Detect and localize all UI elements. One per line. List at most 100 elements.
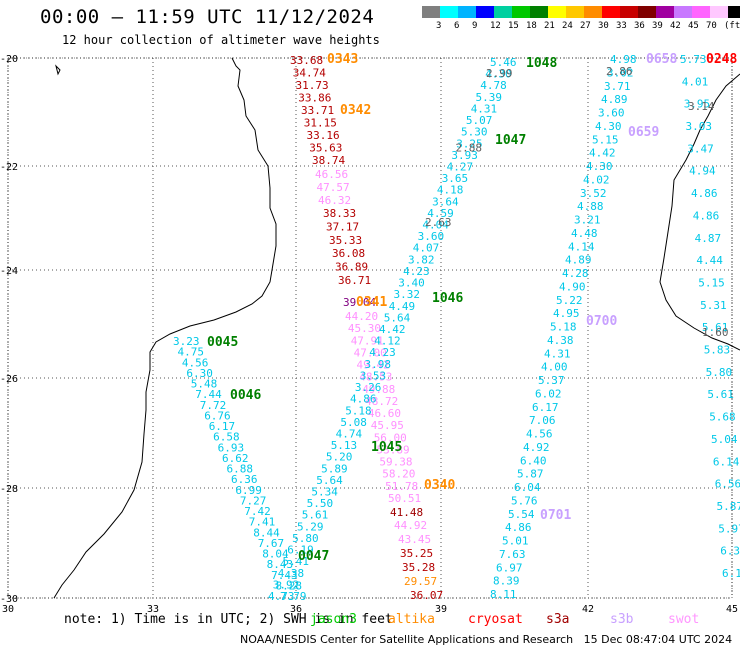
wave-height-value: 4.78 bbox=[480, 79, 507, 92]
wave-height-value: 35.28 bbox=[402, 561, 435, 574]
wave-height-value: 4.89 bbox=[565, 254, 592, 267]
wave-height-value: 1.60 bbox=[702, 326, 729, 339]
pass-id-1046: 1046 bbox=[432, 291, 463, 306]
wave-height-value: 5.01 bbox=[502, 535, 529, 548]
wave-height-value: 2.86 bbox=[606, 65, 633, 78]
pass-id-1045: 1045 bbox=[371, 440, 402, 455]
legend-swatch bbox=[458, 6, 476, 18]
wave-height-value: 5.31 bbox=[700, 299, 727, 312]
pass-id-0700: 0700 bbox=[586, 314, 617, 329]
wave-height-value: 5.73 bbox=[680, 53, 707, 66]
longitude-label: 36 bbox=[290, 604, 302, 615]
wave-height-value: 5.04 bbox=[711, 433, 738, 446]
legend-swatch bbox=[584, 6, 602, 18]
wave-height-value: 3.32 bbox=[394, 288, 421, 301]
wave-height-value: 8.44 bbox=[253, 526, 280, 539]
legend-tick-label: 36 bbox=[634, 21, 645, 31]
wave-height-value: 34.74 bbox=[293, 67, 326, 80]
wave-height-value: 43.45 bbox=[398, 533, 431, 546]
legend-tick-label: 15 bbox=[508, 21, 519, 31]
legend-tick-label: 33 bbox=[616, 21, 627, 31]
wave-height-value: 4.86 bbox=[691, 187, 718, 200]
pass-id-0248: 0248 bbox=[706, 52, 737, 67]
latitude-label: -30 bbox=[0, 594, 18, 605]
figure-title: 00:00 – 11:59 UTC 11/12/2024 bbox=[40, 6, 375, 28]
pass-id-0343: 0343 bbox=[327, 52, 358, 67]
wave-height-value: 4.28 bbox=[562, 267, 589, 280]
latitude-label: -28 bbox=[0, 484, 18, 495]
wave-height-value: 3.47 bbox=[687, 142, 714, 155]
wave-height-value: 33.71 bbox=[301, 104, 334, 117]
wave-height-value: 48.72 bbox=[365, 395, 398, 408]
wave-height-value: 6.88 bbox=[227, 463, 254, 476]
pass-id-1047: 1047 bbox=[495, 133, 526, 148]
longitude-label: 39 bbox=[435, 604, 447, 615]
wave-height-value: 6.97 bbox=[496, 561, 523, 574]
wave-height-value: 6.36 bbox=[231, 473, 258, 486]
wave-height-value: 4.90 bbox=[559, 280, 586, 293]
wave-height-value: 39.04 bbox=[343, 296, 376, 309]
wave-height-value: 47.91 bbox=[351, 334, 384, 347]
wave-height-value: 3.40 bbox=[398, 277, 425, 290]
legend-tick-label: 9 bbox=[472, 21, 478, 31]
wave-height-value: 46.32 bbox=[318, 194, 351, 207]
wave-height-value: 6.02 bbox=[535, 387, 562, 400]
legend-swatch bbox=[476, 6, 494, 18]
legend-swatch bbox=[602, 6, 620, 18]
wave-height-value: 5.50 bbox=[307, 497, 334, 510]
wave-height-value: 4.88 bbox=[577, 200, 604, 213]
wave-height-value: 5.48 bbox=[191, 378, 218, 391]
wave-height-value: 44.20 bbox=[345, 310, 378, 323]
wave-height-value: 4.12 bbox=[374, 335, 401, 348]
legend-swatch bbox=[566, 6, 584, 18]
figure-subtitle: 12 hour collection of altimeter wave hei… bbox=[62, 33, 380, 47]
wave-height-value: 6.40 bbox=[520, 454, 547, 467]
wave-height-value: 4.49 bbox=[389, 300, 416, 313]
wave-height-value: 4.02 bbox=[583, 173, 610, 186]
wave-height-value: 4.48 bbox=[571, 227, 598, 240]
wave-height-value: 4.00 bbox=[541, 361, 568, 374]
satellite-s3b: s3b bbox=[610, 612, 634, 627]
pass-id-0340: 0340 bbox=[424, 478, 455, 493]
wave-height-value: 46.60 bbox=[368, 407, 401, 420]
wave-height-value: 4.38 bbox=[278, 567, 305, 580]
graticule bbox=[7, 57, 733, 599]
legend-tick-label: 24 bbox=[562, 21, 573, 31]
wave-height-value: 5.15 bbox=[592, 133, 619, 146]
wave-height-value: 5.87 bbox=[717, 500, 740, 513]
wave-height-value: 5.29 bbox=[297, 520, 324, 533]
legend-tick-label: 70 bbox=[706, 21, 717, 31]
wave-height-value: 58.20 bbox=[382, 468, 415, 481]
wave-height-value: 4.42 bbox=[589, 147, 616, 160]
wave-height-value: 7.63 bbox=[499, 548, 526, 561]
wave-height-value: 5.13 bbox=[331, 439, 358, 452]
pass-id-0342: 0342 bbox=[340, 103, 371, 118]
wave-height-value: 4.18 bbox=[437, 184, 464, 197]
legend-swatch bbox=[548, 6, 566, 18]
satellite-jason3: jason3 bbox=[310, 612, 357, 627]
wave-height-value: 29.57 bbox=[404, 575, 437, 588]
wave-height-value: 6.17 bbox=[209, 420, 236, 433]
wave-height-value: 3.82 bbox=[408, 253, 435, 266]
wave-height-value: 35.33 bbox=[329, 234, 362, 247]
legend-tick-label: 30 bbox=[598, 21, 609, 31]
legend-swatch bbox=[422, 6, 440, 18]
wave-height-value: 4.86 bbox=[350, 393, 377, 406]
wave-height-value: 4.30 bbox=[586, 160, 613, 173]
wave-height-value: 5.54 bbox=[508, 508, 535, 521]
pass-id-0658: 0658 bbox=[646, 52, 677, 67]
wave-height-value: 4.42 bbox=[379, 323, 406, 336]
wave-height-value: 5.64 bbox=[316, 474, 343, 487]
wave-height-value: 4.14 bbox=[568, 240, 595, 253]
wave-height-value: 6.56 bbox=[715, 478, 740, 491]
wave-height-value: 3.53 bbox=[360, 369, 387, 382]
wave-height-value: 5.68 bbox=[709, 411, 736, 424]
wave-height-value: 49.42 bbox=[357, 359, 390, 372]
pass-id-labels: 0343 0342 0341 0340 1048 1047 1046 1045 0045 0046… bbox=[207, 52, 737, 564]
wave-height-value: 5.76 bbox=[511, 494, 538, 507]
wave-height-value: 7.79 bbox=[280, 590, 307, 603]
legend-tick-label: (ft) bbox=[724, 21, 740, 31]
wave-height-value: 4.89 bbox=[601, 93, 628, 106]
wave-height-value: 47.00 bbox=[354, 346, 387, 359]
